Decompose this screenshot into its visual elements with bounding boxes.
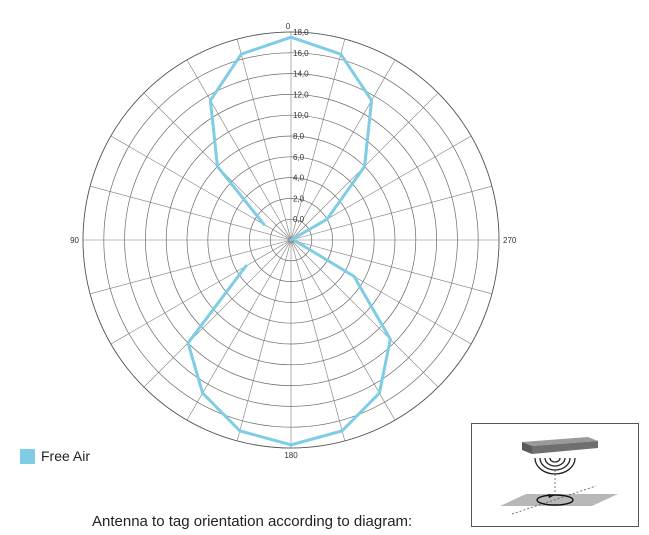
radial-tick-label: 8,0 — [293, 132, 305, 141]
grid-spoke — [290, 185, 492, 241]
radial-tick-labels: 0,0 2,0 4,0 6,0 8,0 10,0 12,0 14,0 16,0 18,0 — [293, 28, 309, 224]
angle-label: 90 — [70, 236, 79, 245]
series-line-free-air — [208, 35, 374, 242]
angle-label: 270 — [503, 236, 517, 245]
grid-spoke — [186, 59, 292, 241]
rotation-arrow-icon — [548, 494, 555, 498]
radial-tick-label: 4,0 — [293, 174, 305, 183]
legend-label-free-air: Free Air — [41, 448, 91, 464]
polar-grid — [82, 31, 500, 449]
grid-spoke — [236, 239, 292, 441]
series-lines — [186, 35, 392, 447]
angle-label: 0 — [286, 22, 291, 31]
grid-spoke — [110, 239, 292, 345]
angle-label: 180 — [284, 451, 298, 460]
polar-chart: 0,0 2,0 4,0 6,0 8,0 10,0 12,0 14,0 16,0 18,0 0 90 1… — [70, 22, 517, 460]
grid-spoke — [186, 239, 292, 421]
antenna-plate-icon — [522, 437, 598, 454]
grid-spoke — [290, 239, 439, 388]
grid-spoke — [290, 59, 396, 241]
grid-spoke — [90, 239, 292, 295]
legend: Free Air — [20, 448, 90, 464]
angle-labels: 0 90 180 270 — [70, 22, 517, 460]
grid-spoke — [90, 185, 292, 241]
antenna-tag-illustration — [500, 437, 618, 515]
radial-tick-label: 10,0 — [293, 111, 309, 120]
tag-plane-icon — [500, 494, 618, 506]
orientation-diagram — [471, 423, 639, 527]
series-line-free-air — [186, 239, 392, 447]
orientation-caption: Antenna to tag orientation according to … — [92, 513, 413, 530]
radial-tick-label: 0,0 — [293, 215, 305, 224]
radial-tick-label: 14,0 — [293, 70, 309, 79]
radial-tick-label: 2,0 — [293, 194, 305, 203]
grid-spoke — [290, 239, 492, 295]
radial-tick-label: 16,0 — [293, 49, 309, 58]
radial-tick-label: 18,0 — [293, 28, 309, 37]
radial-tick-label: 6,0 — [293, 153, 305, 162]
grid-spoke — [290, 39, 346, 241]
grid-spoke — [290, 239, 396, 421]
legend-swatch-free-air — [20, 448, 35, 464]
grid-spoke — [290, 239, 346, 441]
rotation-axis-line — [511, 485, 597, 515]
grid-spoke — [143, 239, 292, 388]
radio-waves-icon — [534, 457, 576, 475]
grid-spoke — [236, 39, 292, 241]
radial-tick-label: 12,0 — [293, 90, 309, 99]
